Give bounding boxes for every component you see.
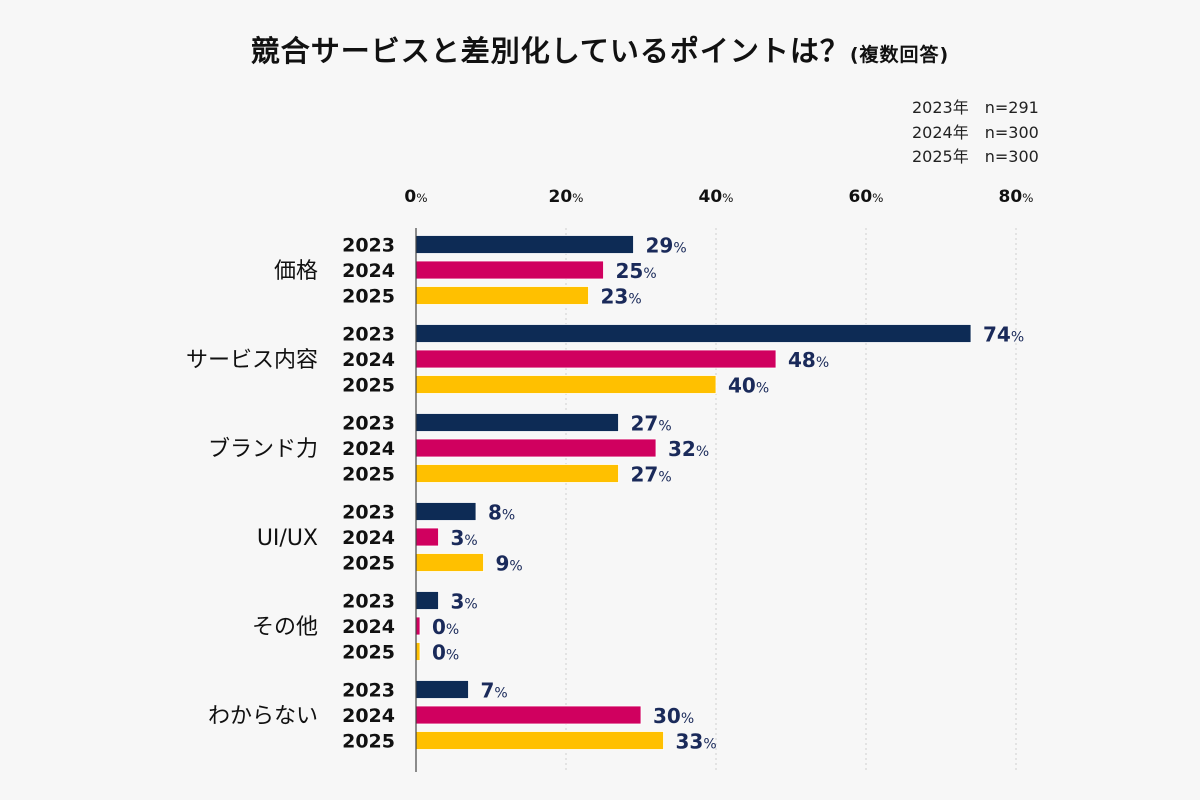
series-year-label: 2024 [342, 616, 395, 638]
data-label: 27% [631, 412, 672, 436]
bar-2025 [415, 375, 717, 394]
data-label: 74% [983, 323, 1024, 347]
data-label: 33% [676, 730, 717, 754]
data-label: 23% [601, 285, 642, 309]
bar-2023 [415, 591, 439, 610]
sample-note-2024: 2024年 n=300 [912, 122, 1039, 142]
series-year-label: 2025 [342, 731, 395, 753]
x-tick-label: 40% [699, 187, 734, 207]
bar-2023 [415, 324, 972, 343]
series-year-label: 2023 [342, 502, 395, 524]
bar-2023 [415, 235, 634, 254]
bar-2025 [415, 286, 589, 305]
data-label: 27% [631, 463, 672, 487]
data-label: 3% [451, 526, 478, 550]
data-label: 30% [653, 704, 694, 728]
bar-2024 [415, 260, 604, 280]
data-label: 9% [496, 552, 523, 576]
series-year-label: 2025 [342, 375, 395, 397]
series-year-label: 2023 [342, 235, 395, 257]
sample-note-2025: 2025年 n=300 [912, 147, 1039, 166]
title-text: 競合サービスと差別化しているポイントは？ [250, 34, 850, 68]
series-year-label: 2023 [342, 324, 395, 346]
chart-title: 競合サービスと差別化しているポイントは？(複数回答) [0, 28, 1200, 70]
category-label: 価格 [274, 259, 318, 284]
data-label: 7% [481, 679, 508, 703]
data-label: 29% [646, 234, 687, 258]
series-year-label: 2025 [342, 553, 395, 575]
series-year-label: 2024 [342, 349, 395, 371]
bar-2023 [415, 680, 469, 699]
category-label: ブランド力 [208, 437, 318, 462]
data-label: 0% [432, 641, 459, 665]
category-label: UI/UX [257, 526, 318, 551]
bar-2024 [415, 527, 439, 547]
series-year-label: 2024 [342, 705, 395, 727]
series-year-label: 2024 [342, 527, 395, 549]
bar-2023 [415, 413, 619, 432]
data-label: 3% [451, 590, 478, 614]
data-label: 0% [432, 615, 459, 639]
category-label: わからない [208, 704, 318, 729]
bar-2024 [415, 705, 642, 725]
x-tick-label: 60% [849, 187, 884, 207]
series-year-label: 2025 [342, 464, 395, 486]
data-label: 32% [668, 437, 709, 461]
data-label: 48% [788, 348, 829, 372]
bar-2025 [415, 731, 664, 750]
bar-2025 [415, 464, 619, 483]
series-year-label: 2023 [342, 680, 395, 702]
series-year-label: 2025 [342, 642, 395, 664]
series-year-label: 2025 [342, 286, 395, 308]
series-year-label: 2023 [342, 413, 395, 435]
data-label: 40% [728, 374, 769, 398]
x-tick-label: 0% [404, 187, 427, 207]
bar-2025 [415, 553, 484, 572]
data-label: 25% [616, 259, 657, 283]
series-year-label: 2024 [342, 438, 395, 460]
category-label: サービス内容 [186, 348, 318, 373]
data-label: 8% [488, 501, 515, 525]
x-tick-label: 80% [999, 187, 1034, 207]
bar-2023 [415, 502, 477, 521]
sample-notes: 2023年 n=291 2024年 n=300 2025年 n=300 [912, 96, 1039, 170]
category-label: その他 [252, 615, 318, 640]
bar-2024 [415, 438, 657, 458]
sample-note-2023: 2023年 n=291 [912, 98, 1039, 117]
series-year-label: 2023 [342, 591, 395, 613]
x-tick-label: 20% [549, 187, 584, 207]
subtitle-text: (複数回答) [849, 44, 950, 66]
bar-2024 [415, 349, 777, 369]
series-year-label: 2024 [342, 260, 395, 282]
